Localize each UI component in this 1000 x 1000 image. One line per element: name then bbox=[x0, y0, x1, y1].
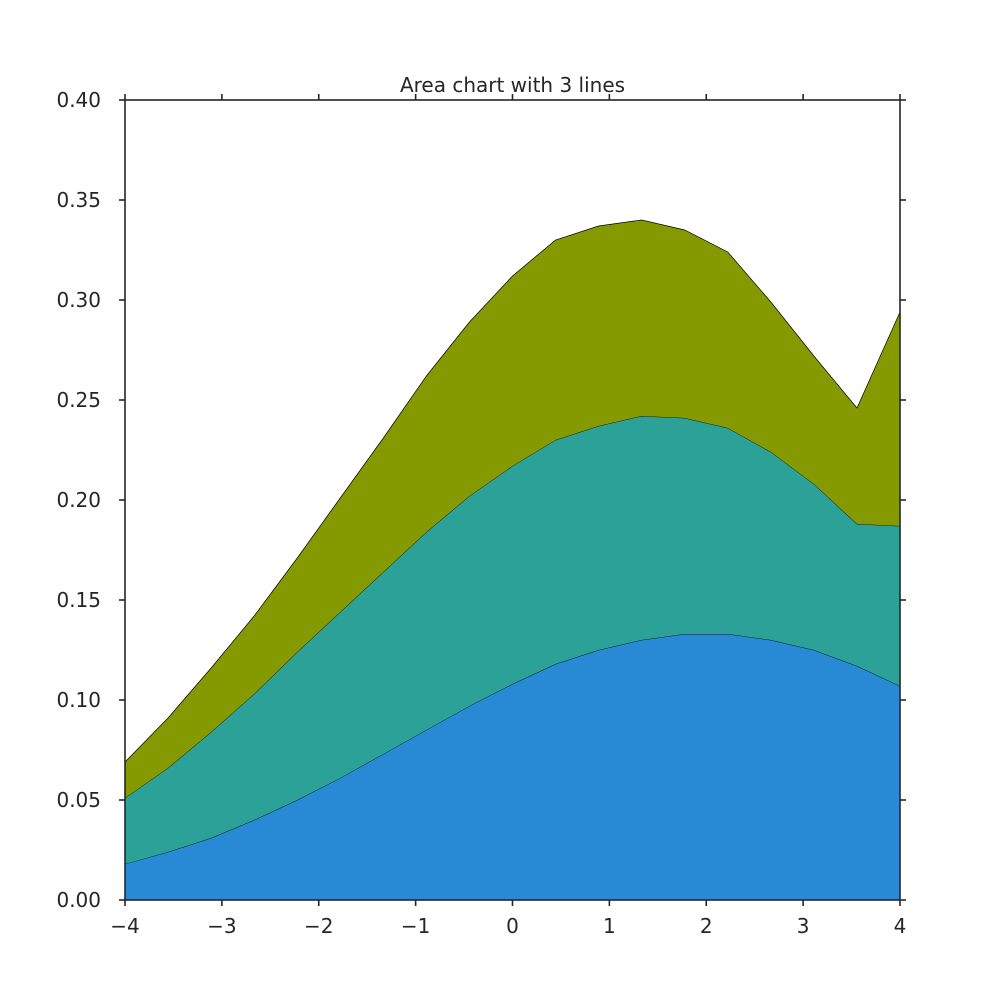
plot-frame bbox=[124, 99, 901, 901]
y-tick-label: 0.05 bbox=[56, 788, 101, 812]
y-tick-label: 0.15 bbox=[56, 588, 101, 612]
x-tick-label: 3 bbox=[797, 914, 810, 938]
x-tick-label: 0 bbox=[506, 914, 519, 938]
areas-layer bbox=[124, 219, 901, 900]
area-series-2 bbox=[125, 416, 900, 864]
x-tick-label: −2 bbox=[304, 914, 333, 938]
area-series-3 bbox=[125, 220, 900, 798]
x-tick-label: −3 bbox=[207, 914, 236, 938]
chart-title: Area chart with 3 lines bbox=[400, 73, 625, 97]
y-tick-label: 0.40 bbox=[56, 88, 101, 112]
area-series-3-edge bbox=[124, 219, 901, 763]
y-tick-label: 0.20 bbox=[56, 488, 101, 512]
x-tick-label: 4 bbox=[894, 914, 907, 938]
y-tick-label: 0.00 bbox=[56, 888, 101, 912]
y-tick-label: 0.10 bbox=[56, 688, 101, 712]
y-tick-label: 0.25 bbox=[56, 388, 101, 412]
x-tick-label: −1 bbox=[401, 914, 430, 938]
ticks-layer: −4 −3 −2 −1 0 1 2 3 4 0.00 0.05 0.10 0.15 0.20 0.25 0.3… bbox=[56, 88, 906, 938]
area-series-1 bbox=[125, 634, 900, 900]
y-tick-label: 0.35 bbox=[56, 188, 101, 212]
y-tick-label: 0.30 bbox=[56, 288, 101, 312]
x-tick-label: −4 bbox=[110, 914, 139, 938]
x-tick-label: 2 bbox=[700, 914, 713, 938]
x-tick-label: 1 bbox=[603, 914, 616, 938]
